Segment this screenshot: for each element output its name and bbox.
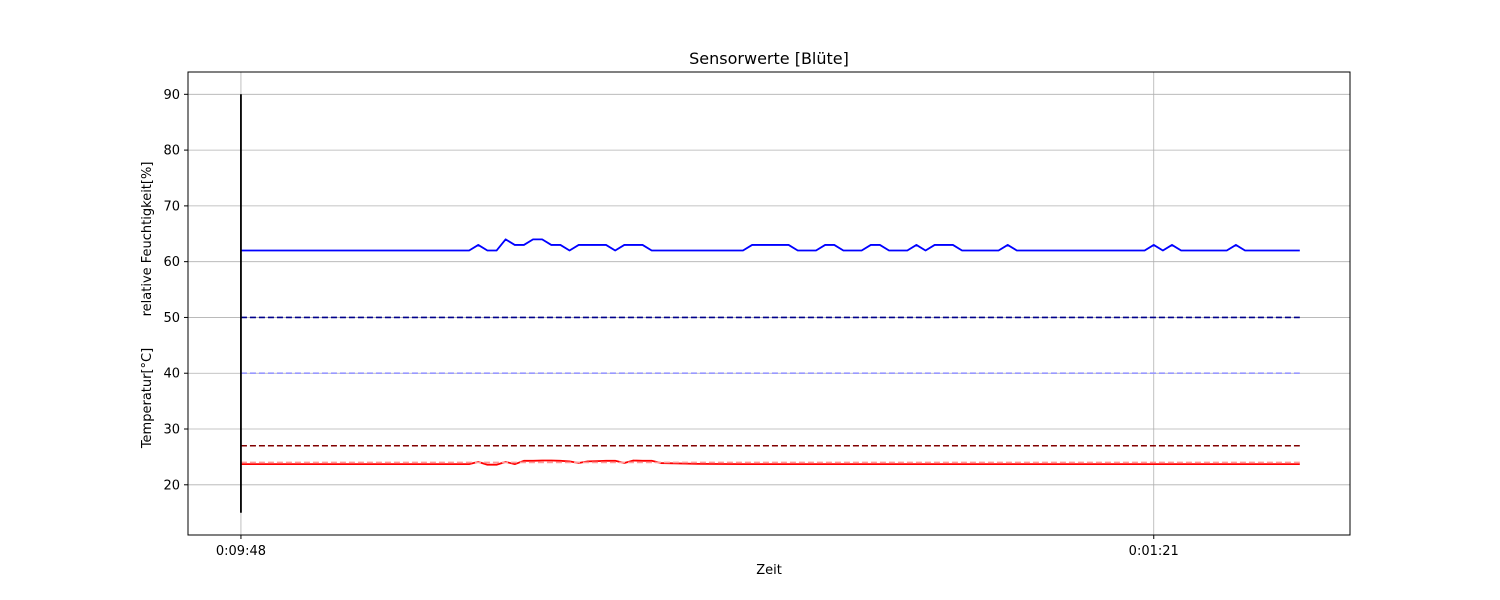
y-tick-label: 70 xyxy=(163,199,180,214)
chart-title: Sensorwerte [Blüte] xyxy=(689,49,849,68)
x-tick-label: 0:01:21 xyxy=(1129,544,1179,559)
x-axis-label: Zeit xyxy=(756,563,782,578)
ticks-layer: 20 30 40 50 60 70 80 90 0:09:48 0:01:21 xyxy=(163,88,1178,559)
y-axis-label-bottom: Temperatur[°C] xyxy=(140,348,155,449)
y-tick-label: 80 xyxy=(163,144,180,159)
y-tick-label: 90 xyxy=(163,88,180,103)
y-tick-label: 20 xyxy=(163,478,180,493)
series-layer xyxy=(240,94,1300,513)
y-tick-label: 40 xyxy=(163,367,180,382)
y-tick-label: 30 xyxy=(163,423,180,438)
x-tick-label: 0:09:48 xyxy=(216,544,266,559)
y-tick-label: 50 xyxy=(163,311,180,326)
plot-frame xyxy=(187,71,1351,536)
y-tick-label: 60 xyxy=(163,255,180,270)
y-axis-label-top: relative Feuchtigkeit[%] xyxy=(140,162,155,317)
series-line-0 xyxy=(240,238,1300,252)
